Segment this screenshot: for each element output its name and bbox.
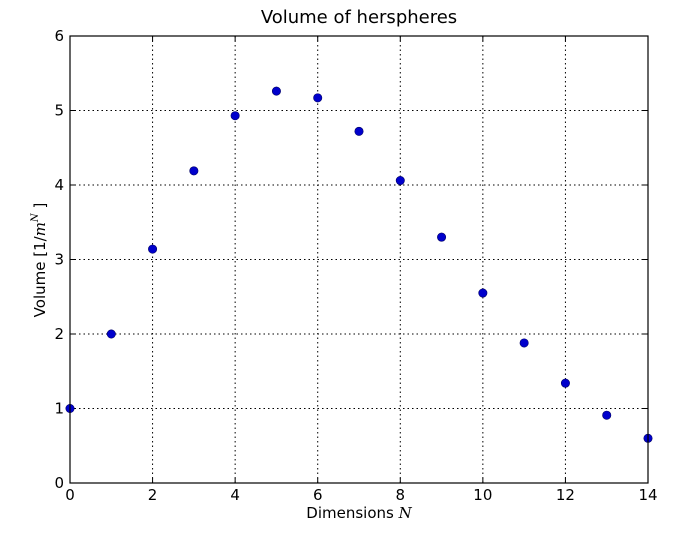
data-point	[106, 329, 116, 339]
data-point	[437, 232, 447, 242]
y-axis-label-sup: N	[30, 212, 41, 223]
y-tick-label: 5	[54, 102, 64, 120]
y-axis-label-end: ]	[31, 203, 49, 214]
grid	[70, 36, 648, 483]
y-tick-label: 6	[54, 27, 64, 45]
y-tick-label: 3	[54, 251, 64, 269]
x-tick-label: 10	[473, 486, 492, 504]
x-tick-label: 12	[556, 486, 575, 504]
x-axis-label-math: N	[398, 504, 413, 522]
x-tick-label: 4	[230, 486, 240, 504]
y-axis-label-math: m	[31, 222, 49, 236]
data-point	[354, 126, 364, 136]
y-tick-label: 4	[54, 176, 64, 194]
y-axis-label-text: Volume [1/	[31, 235, 49, 317]
chart-title: Volume of herspheres	[261, 7, 457, 28]
data-point	[271, 86, 281, 96]
data-point	[602, 410, 612, 420]
data-point	[189, 166, 199, 176]
x-tick-label: 6	[313, 486, 323, 504]
x-axis-label-text: Dimensions	[306, 504, 398, 522]
x-tick-label: 0	[65, 486, 75, 504]
data-point	[560, 378, 570, 388]
data-point	[148, 244, 158, 254]
y-tick-labels: 0 1 2 3 4 5 6	[54, 27, 64, 492]
y-tick-label: 2	[54, 325, 64, 343]
x-axis-label: Dimensions N	[306, 504, 412, 522]
x-tick-label: 14	[638, 486, 657, 504]
x-tick-label: 8	[396, 486, 406, 504]
data-points	[65, 86, 653, 443]
x-tick-labels: 0 2 4 6 8 10 12 14	[65, 486, 657, 504]
data-point	[519, 338, 529, 348]
y-tick-label: 0	[54, 474, 64, 492]
data-point	[313, 93, 323, 103]
plot-frame	[69, 35, 649, 484]
data-point	[230, 111, 240, 121]
data-point	[478, 288, 488, 298]
data-point	[395, 176, 405, 186]
y-tick-label: 1	[54, 400, 64, 418]
x-tick-label: 2	[148, 486, 158, 504]
y-axis-label: Volume [1/mN ]	[30, 203, 49, 318]
